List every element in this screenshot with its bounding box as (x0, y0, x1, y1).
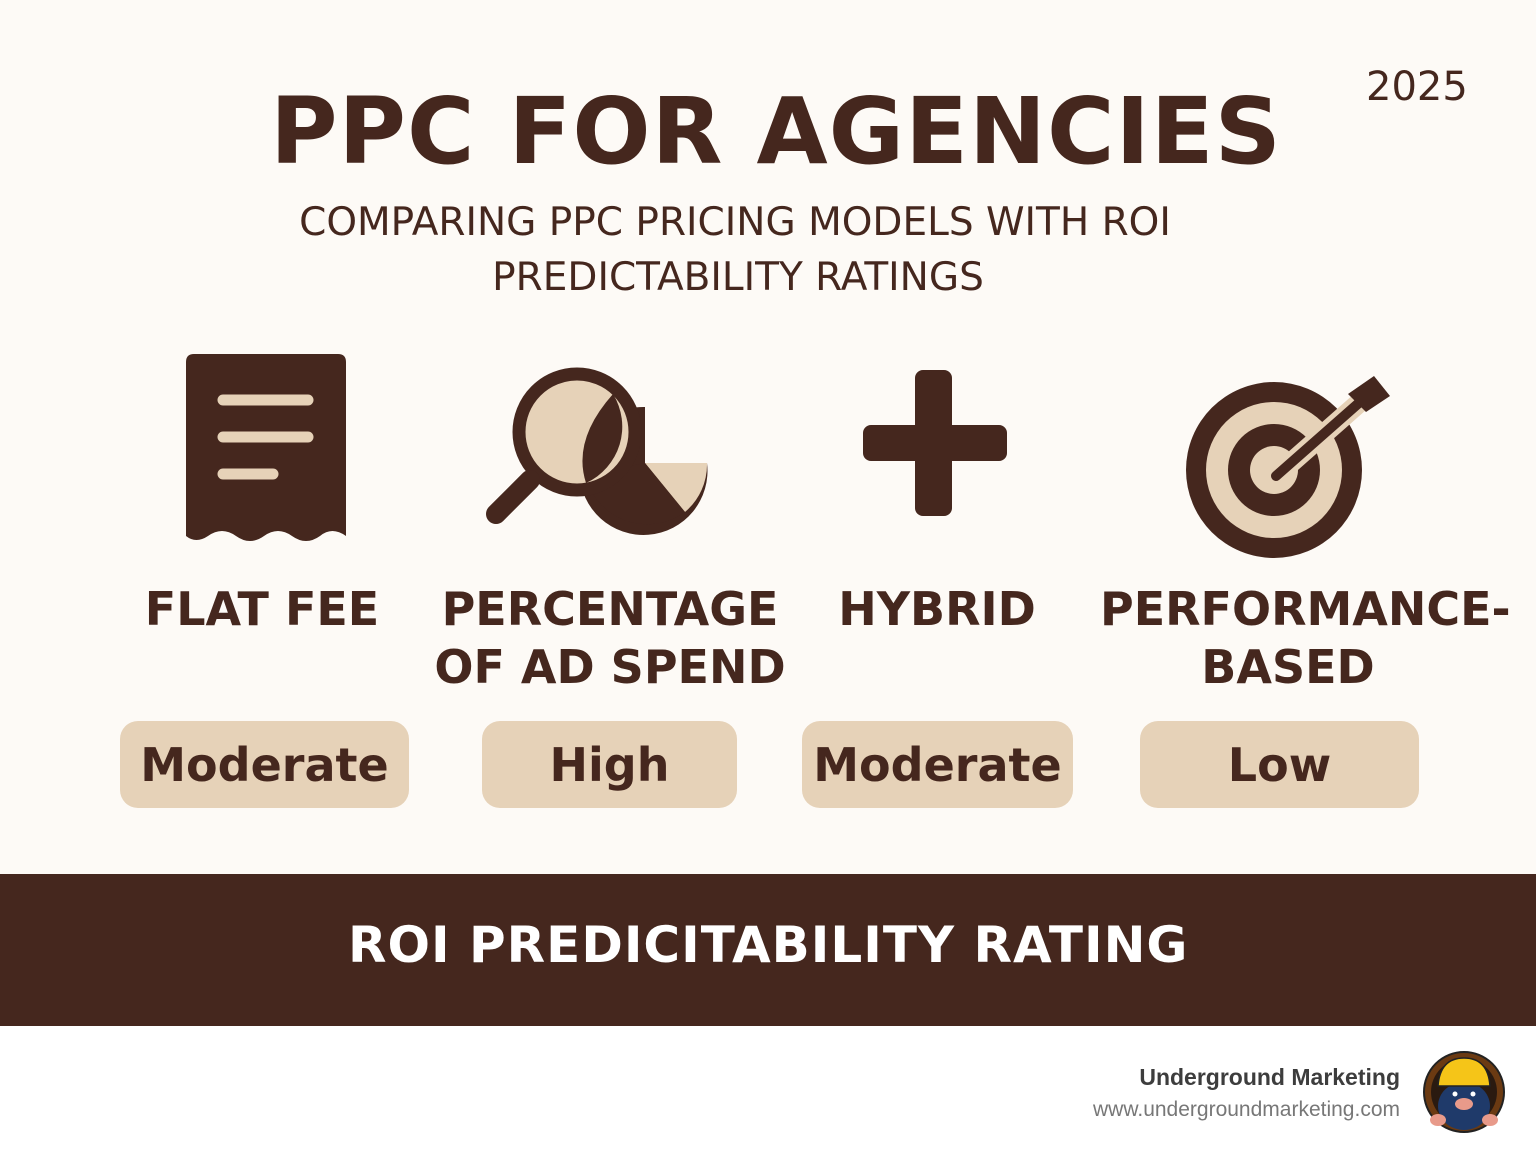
rating-badge-percentage: High (482, 721, 737, 808)
brand-name: Underground Marketing (1139, 1064, 1400, 1090)
model-label-flat-fee: FLAT FEE (82, 580, 442, 638)
model-label-performance-based: PERFORMANCE- BASED (1100, 580, 1511, 696)
label-line: FLAT FEE (144, 582, 380, 636)
plus-icon (863, 370, 1007, 516)
target-arrow-icon (1186, 376, 1390, 558)
model-label-hybrid: HYBRID (757, 580, 1117, 638)
label-line: BASED (1201, 640, 1375, 694)
model-label-percentage-of-ad-spend: PERCENTAGE OF AD SPEND (430, 580, 790, 696)
receipt-icon (186, 354, 346, 541)
subtitle-line-2: PREDICTABILITY RATINGS (492, 255, 984, 300)
mole-mascot-logo (1423, 1051, 1505, 1133)
rating-band (0, 874, 1536, 1026)
year-label: 2025 (1366, 64, 1468, 110)
brand-url: www.undergroundmarketing.com (1093, 1098, 1400, 1121)
label-line: PERFORMANCE- (1100, 582, 1511, 636)
rating-badge-flat-fee: Moderate (120, 721, 409, 808)
rating-badge-hybrid: Moderate (802, 721, 1073, 808)
label-line: PERCENTAGE (441, 582, 779, 636)
rating-badge-performance: Low (1140, 721, 1419, 808)
label-line: HYBRID (838, 582, 1036, 636)
band-title: ROI PREDICITABILITY RATING (348, 916, 1189, 974)
magnifier-pie-chart-icon (486, 367, 708, 535)
subtitle-line-1: COMPARING PPC PRICING MODELS WITH ROI (299, 200, 1171, 245)
page-title: PPC FOR AGENCIES (270, 78, 1282, 185)
label-line: OF AD SPEND (434, 640, 786, 694)
